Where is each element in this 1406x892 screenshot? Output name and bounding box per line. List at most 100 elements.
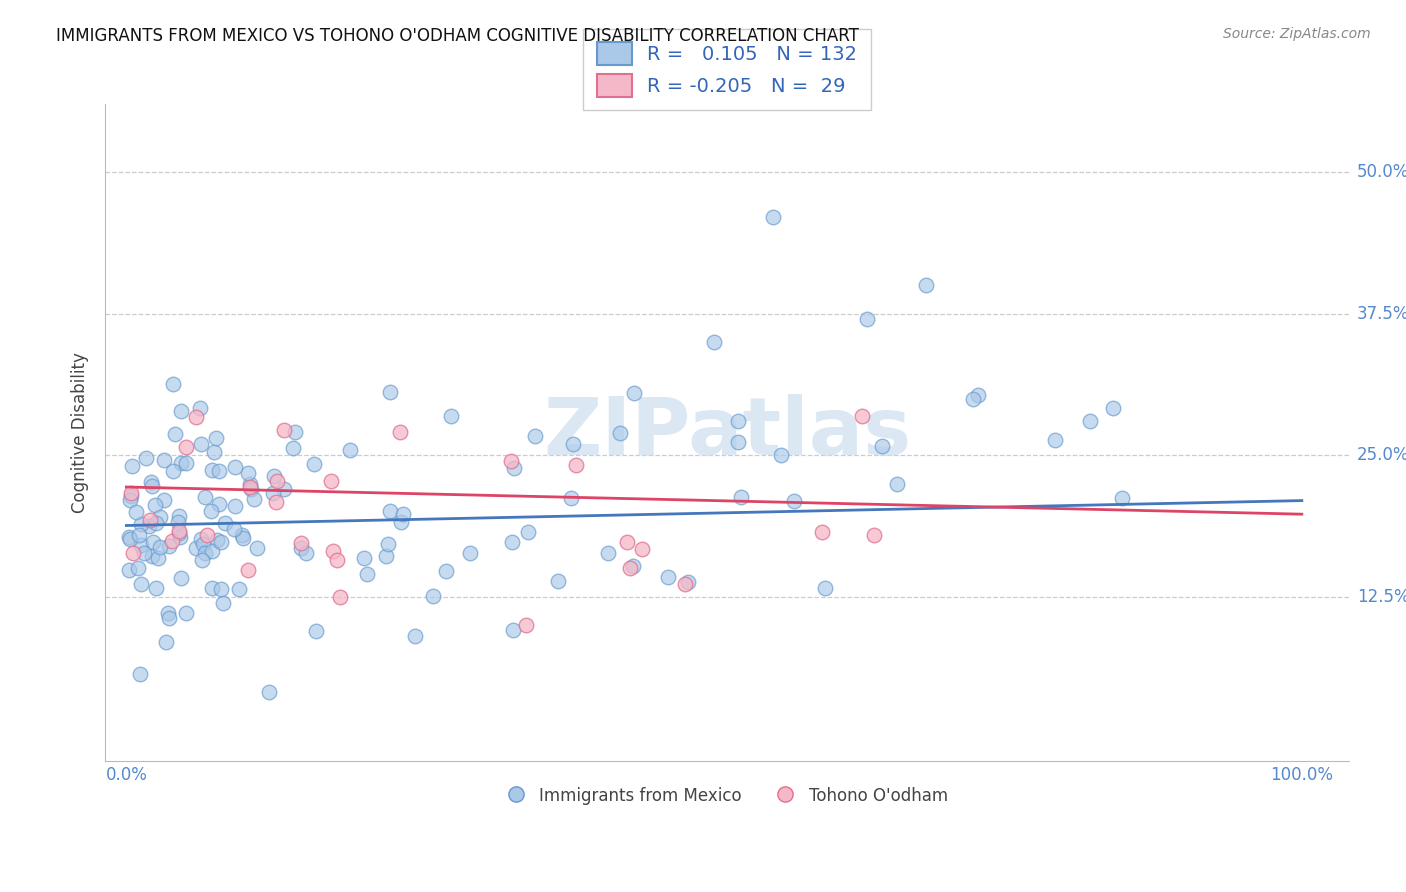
Point (502, 623, 524, 637)
Text: 25.0%: 25.0% (1357, 446, 1406, 465)
Point (127, 561, 149, 575)
Point (153, 453, 176, 467)
Point (194, 546, 217, 560)
Point (727, 434, 749, 449)
Point (201, 543, 224, 558)
Point (122, 546, 145, 560)
Point (353, 551, 375, 566)
Point (727, 414, 749, 428)
Point (264, 495, 287, 509)
Point (273, 482, 295, 496)
Text: IMMIGRANTS FROM MEXICO VS TOHONO O'ODHAM COGNITIVE DISABILITY CORRELATION CHART: IMMIGRANTS FROM MEXICO VS TOHONO O'ODHAM… (56, 27, 859, 45)
Point (222, 522, 245, 536)
Point (290, 541, 312, 555)
Point (191, 552, 214, 566)
Point (523, 429, 546, 443)
Point (148, 551, 170, 566)
Point (120, 492, 142, 507)
Point (377, 537, 399, 551)
Point (673, 576, 696, 591)
Point (120, 490, 142, 504)
Point (195, 528, 218, 542)
Point (118, 563, 141, 577)
Point (378, 385, 401, 400)
Point (157, 539, 180, 553)
Point (188, 401, 211, 416)
Point (339, 443, 361, 458)
Point (703, 334, 725, 349)
Point (319, 475, 342, 489)
Point (128, 528, 150, 542)
Point (1043, 434, 1066, 448)
Point (155, 635, 177, 649)
Y-axis label: Cognitive Disability: Cognitive Disability (72, 352, 89, 513)
Point (517, 524, 540, 539)
Point (284, 425, 307, 439)
Point (770, 448, 793, 462)
Point (246, 541, 269, 555)
Point (515, 618, 537, 632)
Point (129, 667, 152, 681)
Point (211, 596, 233, 610)
Point (214, 516, 236, 531)
Point (224, 499, 246, 513)
Point (125, 505, 148, 519)
Point (191, 537, 214, 551)
Point (322, 543, 344, 558)
Text: 37.5%: 37.5% (1357, 305, 1406, 323)
Point (141, 549, 163, 563)
Point (149, 510, 172, 524)
Point (167, 516, 190, 530)
Point (404, 629, 426, 643)
Point (170, 571, 193, 585)
Point (562, 437, 585, 451)
Text: ZIPatlas: ZIPatlas (543, 393, 911, 472)
Point (184, 410, 207, 425)
Point (121, 458, 143, 473)
Point (142, 535, 165, 549)
Text: 12.5%: 12.5% (1357, 588, 1406, 606)
Point (118, 530, 141, 544)
Point (236, 563, 259, 577)
Point (434, 564, 457, 578)
Point (811, 525, 834, 540)
Point (621, 558, 644, 573)
Point (194, 490, 217, 504)
Point (131, 576, 153, 591)
Point (138, 513, 160, 527)
Point (153, 493, 176, 508)
Point (131, 517, 153, 532)
Point (619, 560, 641, 574)
Point (962, 392, 984, 406)
Point (169, 529, 191, 543)
Point (242, 492, 264, 507)
Point (598, 545, 620, 559)
Point (283, 442, 305, 456)
Point (657, 570, 679, 584)
Point (422, 589, 444, 603)
Point (120, 485, 142, 500)
Point (208, 464, 231, 478)
Point (231, 527, 253, 541)
Text: 50.0%: 50.0% (1357, 163, 1406, 181)
Point (157, 610, 180, 624)
Point (208, 497, 231, 511)
Point (440, 409, 463, 423)
Point (762, 211, 785, 225)
Point (167, 509, 190, 524)
Point (1102, 401, 1125, 415)
Point (201, 581, 224, 595)
Point (616, 535, 638, 549)
Point (156, 606, 179, 620)
Point (138, 519, 160, 533)
Point (609, 425, 631, 440)
Point (139, 475, 162, 489)
Point (232, 531, 254, 545)
Point (209, 535, 232, 549)
Point (886, 476, 908, 491)
Point (141, 479, 163, 493)
Point (205, 533, 228, 547)
Point (375, 549, 398, 564)
Point (167, 526, 190, 541)
Point (392, 507, 415, 521)
